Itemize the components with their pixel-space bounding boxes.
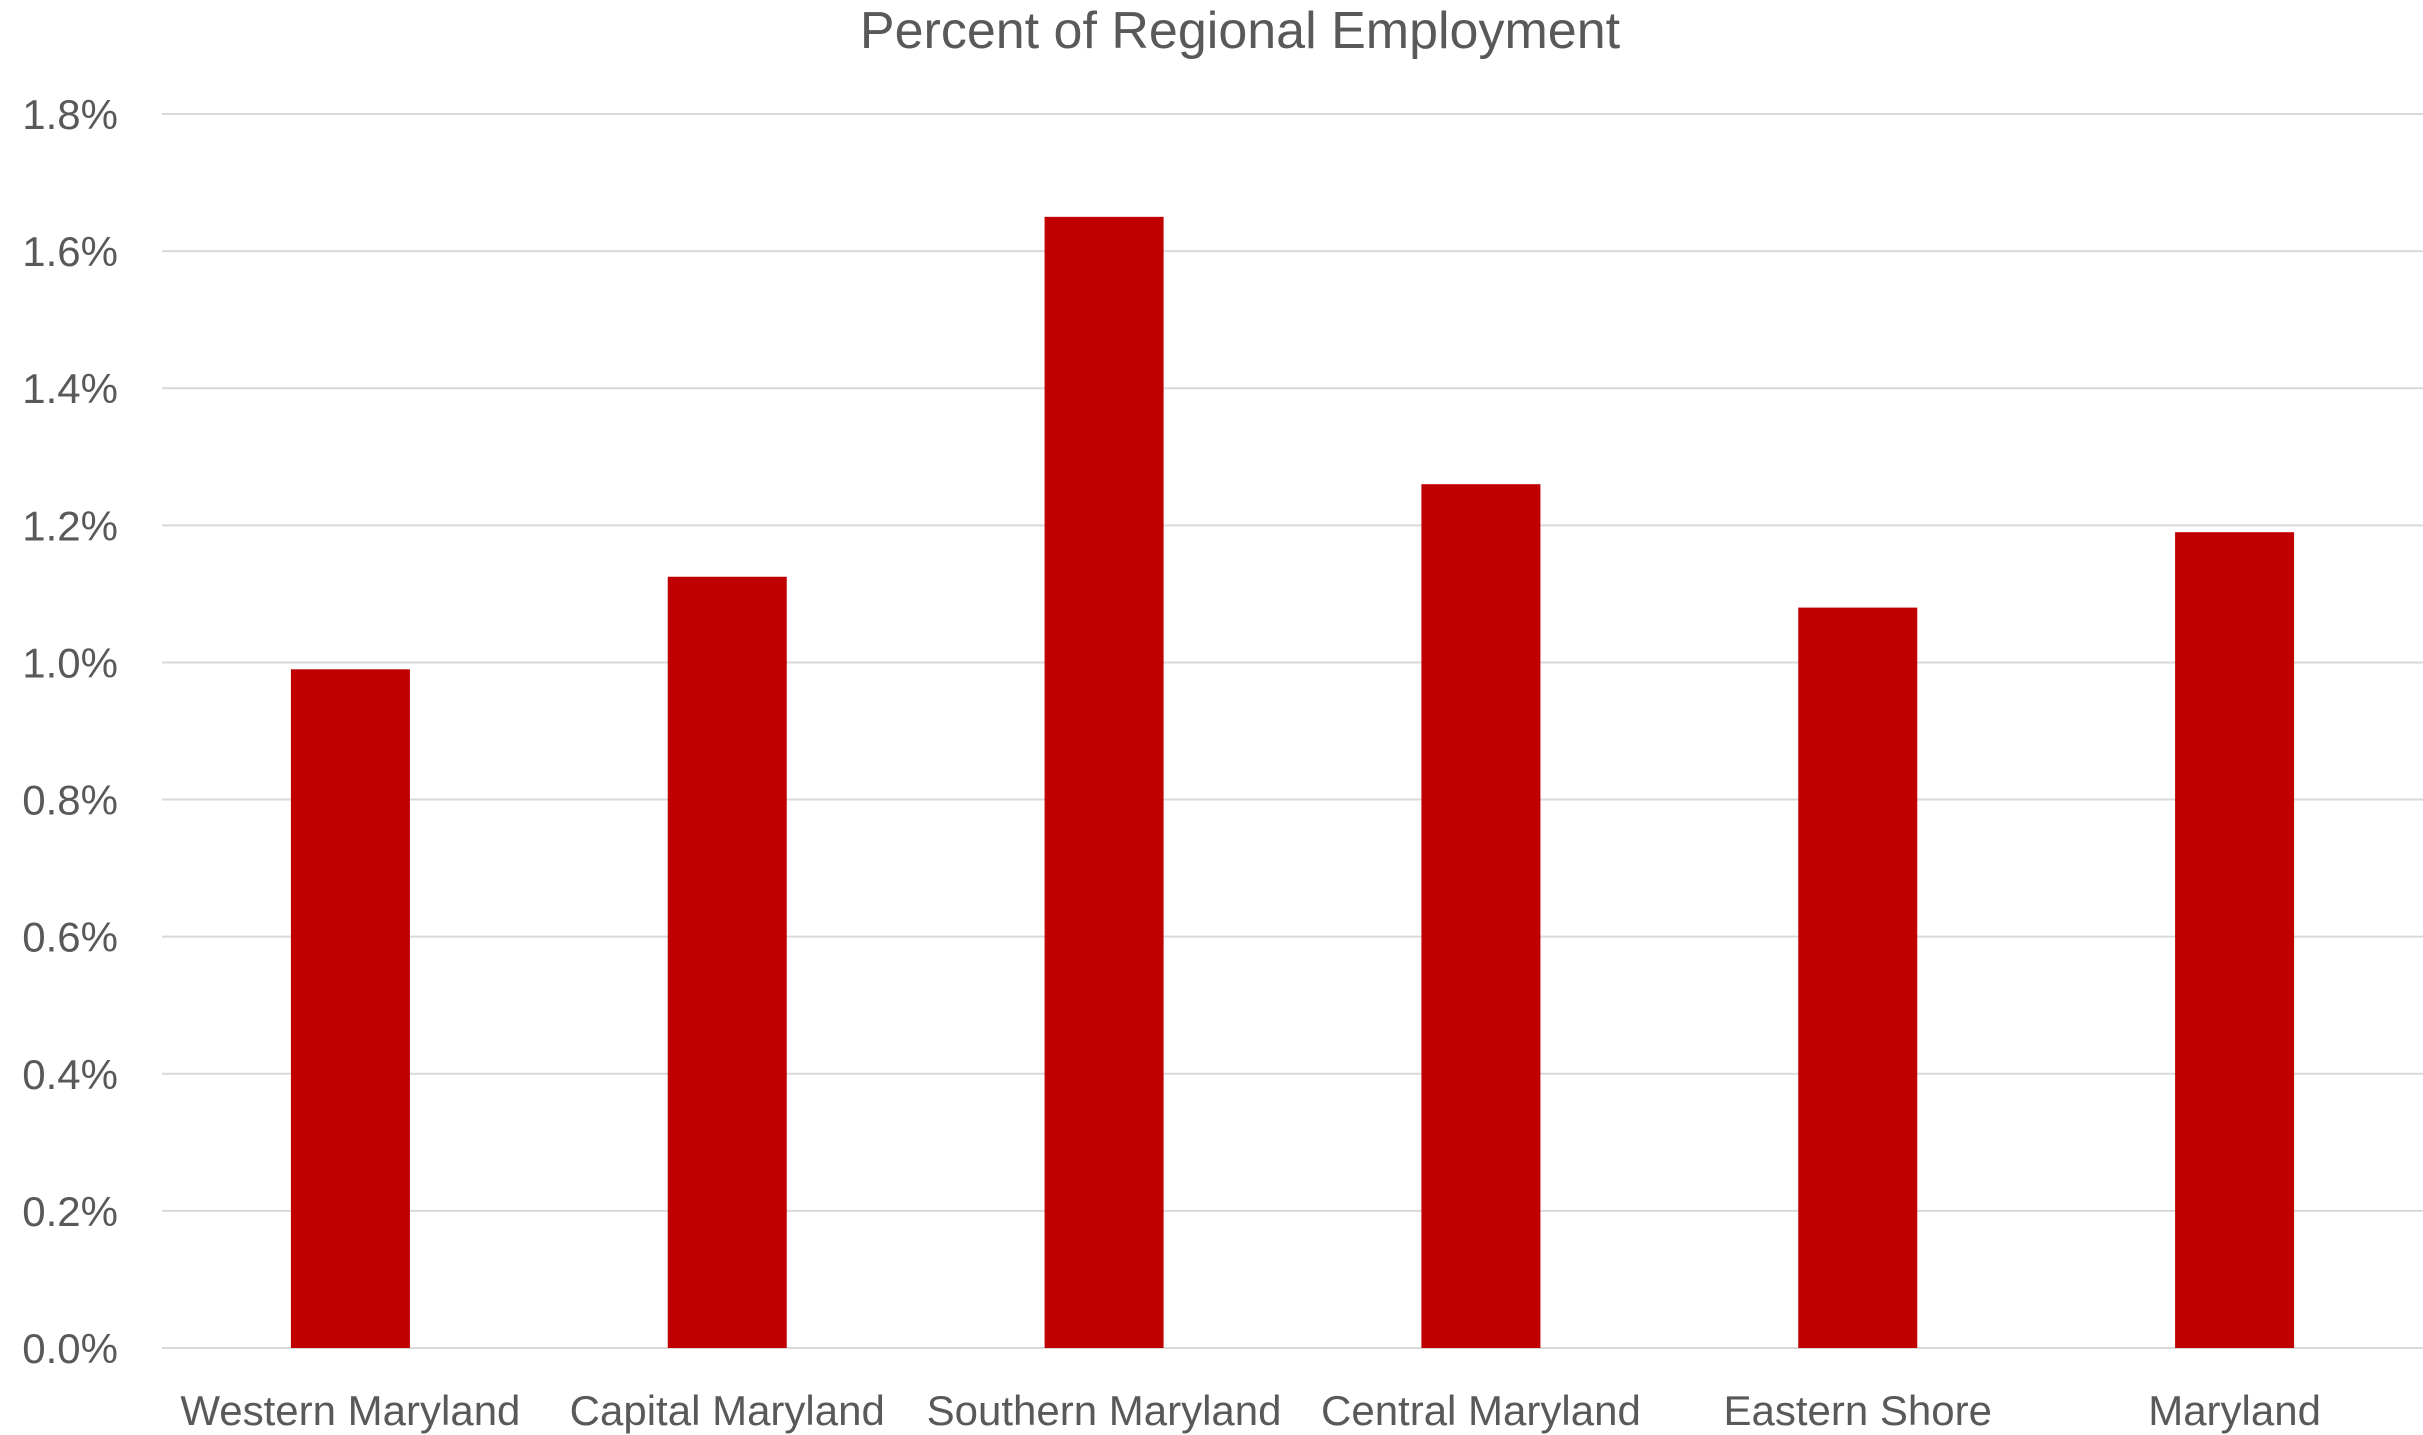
x-category-label: Eastern Shore	[1724, 1387, 1993, 1434]
y-tick-label: 1.2%	[22, 502, 118, 549]
gridlines	[162, 113, 2423, 1349]
x-category-label: Western Maryland	[180, 1387, 520, 1434]
y-axis-tick-labels: 0.0% 0.2% 0.4% 0.6% 0.8% 1.0% 1.2% 1.4% 1.6% 1.8%	[22, 91, 118, 1372]
y-tick-label: 0.6%	[22, 914, 118, 961]
x-axis-category-labels: Western Maryland Capital Maryland Southern…	[180, 1387, 2321, 1434]
y-tick-label: 0.8%	[22, 777, 118, 824]
y-tick-label: 0.2%	[22, 1188, 118, 1235]
x-category-label: Southern Maryland	[927, 1387, 1282, 1434]
bar	[1421, 484, 1541, 1348]
y-tick-label: 1.6%	[22, 228, 118, 275]
x-category-label: Central Maryland	[1321, 1387, 1641, 1434]
bars	[290, 216, 2295, 1348]
y-tick-label: 0.0%	[22, 1325, 118, 1372]
bar	[1798, 607, 1918, 1348]
y-tick-label: 1.8%	[22, 91, 118, 138]
bar	[667, 576, 787, 1348]
y-tick-label: 1.0%	[22, 639, 118, 686]
x-category-label: Capital Maryland	[570, 1387, 885, 1434]
bar	[1044, 216, 1164, 1348]
y-tick-label: 1.4%	[22, 365, 118, 412]
bar	[2175, 532, 2295, 1348]
chart-title: Percent of Regional Employment	[860, 2, 1621, 60]
x-category-label: Maryland	[2148, 1387, 2321, 1434]
bar	[290, 669, 410, 1348]
y-tick-label: 0.4%	[22, 1051, 118, 1098]
